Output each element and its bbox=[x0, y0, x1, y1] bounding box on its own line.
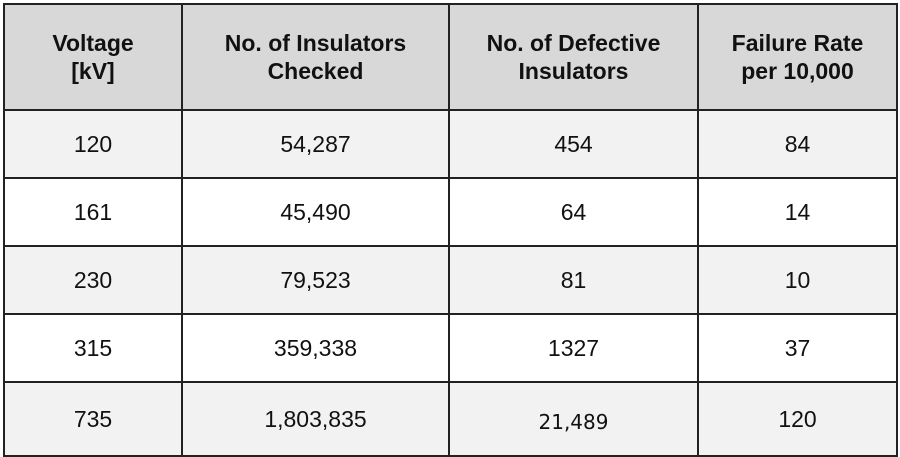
header-insulators-checked-line2: Checked bbox=[267, 58, 364, 84]
header-voltage-line1: Voltage bbox=[52, 30, 134, 56]
insulator-failure-table-container: Voltage [kV] No. of Insulators Checked N… bbox=[3, 3, 898, 457]
cell-failure-rate: 37 bbox=[697, 313, 898, 383]
cell-voltage: 120 bbox=[3, 109, 183, 179]
header-failure-rate-line1: Failure Rate bbox=[731, 30, 864, 56]
cell-defective-insulators: 64 bbox=[448, 177, 699, 247]
cell-voltage: 735 bbox=[3, 381, 183, 457]
header-insulators-checked: No. of Insulators Checked bbox=[181, 3, 450, 111]
table-row: 315 359,338 1327 37 bbox=[3, 313, 898, 383]
header-failure-rate: Failure Rate per 10,000 bbox=[697, 3, 898, 111]
cell-defective-insulators: 454 bbox=[448, 109, 699, 179]
table-row: 120 54,287 454 84 bbox=[3, 109, 898, 179]
cell-failure-rate: 14 bbox=[697, 177, 898, 247]
cell-insulators-checked: 359,338 bbox=[181, 313, 450, 383]
cell-voltage: 315 bbox=[3, 313, 183, 383]
cell-failure-rate: 120 bbox=[697, 381, 898, 457]
table-row: 161 45,490 64 14 bbox=[3, 177, 898, 247]
header-defective-insulators: No. of Defective Insulators bbox=[448, 3, 699, 111]
header-voltage-line2: [kV] bbox=[71, 58, 115, 84]
insulator-failure-table: Voltage [kV] No. of Insulators Checked N… bbox=[3, 3, 898, 457]
cell-insulators-checked: 1,803,835 bbox=[181, 381, 450, 457]
cell-insulators-checked: 54,287 bbox=[181, 109, 450, 179]
cell-defective-insulators: 1327 bbox=[448, 313, 699, 383]
cell-insulators-checked: 79,523 bbox=[181, 245, 450, 315]
header-defective-insulators-line1: No. of Defective bbox=[486, 30, 661, 56]
header-defective-insulators-line2: Insulators bbox=[518, 58, 629, 84]
header-row: Voltage [kV] No. of Insulators Checked N… bbox=[3, 3, 898, 111]
cell-failure-rate: 10 bbox=[697, 245, 898, 315]
cell-voltage: 161 bbox=[3, 177, 183, 247]
header-voltage: Voltage [kV] bbox=[3, 3, 183, 111]
cell-voltage: 230 bbox=[3, 245, 183, 315]
header-failure-rate-line2: per 10,000 bbox=[741, 58, 854, 84]
table-row: 735 1,803,835 21,489 120 bbox=[3, 381, 898, 457]
cell-failure-rate: 84 bbox=[697, 109, 898, 179]
cell-defective-insulators: 21,489 bbox=[448, 381, 699, 457]
cell-insulators-checked: 45,490 bbox=[181, 177, 450, 247]
table-row: 230 79,523 81 10 bbox=[3, 245, 898, 315]
cell-defective-insulators: 81 bbox=[448, 245, 699, 315]
header-insulators-checked-line1: No. of Insulators bbox=[224, 30, 407, 56]
